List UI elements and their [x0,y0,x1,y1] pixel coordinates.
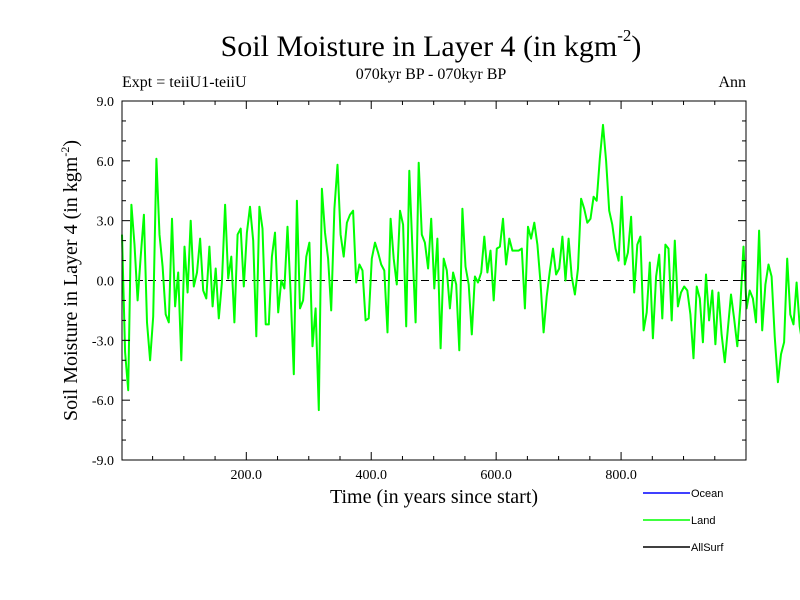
y-tick-label: 0.0 [97,275,115,290]
chart-title: Soil Moisture in Layer 4 (in kgm-2) [0,26,800,64]
legend-label-allsurf: AllSurf [691,542,724,554]
series-line-land [121,123,800,412]
y-tick-label: 3.0 [97,215,115,230]
chart-title-close: ) [631,30,642,63]
legend-label-ocean: Ocean [691,488,723,500]
y-axis-label: Soil Moisture in Layer 4 (in kgm-2) [58,140,82,421]
chart-title-exponent: -2 [617,26,632,45]
y-tick-label: 6.0 [97,155,115,170]
x-tick-label: 200.0 [231,468,263,483]
chart-title-text: Soil Moisture in Layer 4 (in kgm [220,30,618,63]
y-tick-label: 9.0 [97,95,115,110]
x-tick-label: 600.0 [480,468,512,483]
x-axis-label: Time (in years since start) [330,486,538,508]
x-tick-label: 400.0 [355,468,387,483]
y-axis-label-exponent: -2 [58,147,72,157]
experiment-label: Expt = teiiU1-teiiU [122,74,247,91]
plot-area: -9.0 -6.0 -3.0 0.0 3.0 6.0 9.0 200.0 400.0 600.0 8… [58,95,800,554]
y-tick-label: -3.0 [92,334,114,349]
period-label: Ann [718,74,746,91]
y-axis-label-text: Soil Moisture in Layer 4 (in kgm [60,156,82,421]
y-tick-label: -9.0 [92,454,114,469]
y-tick-label: -6.0 [92,394,114,409]
chart-subtitle: 070kyr BP - 070kyr BP [355,66,507,83]
legend-label-land: Land [691,515,715,527]
y-axis-label-close: ) [60,140,82,147]
x-tick-label: 800.0 [605,468,637,483]
